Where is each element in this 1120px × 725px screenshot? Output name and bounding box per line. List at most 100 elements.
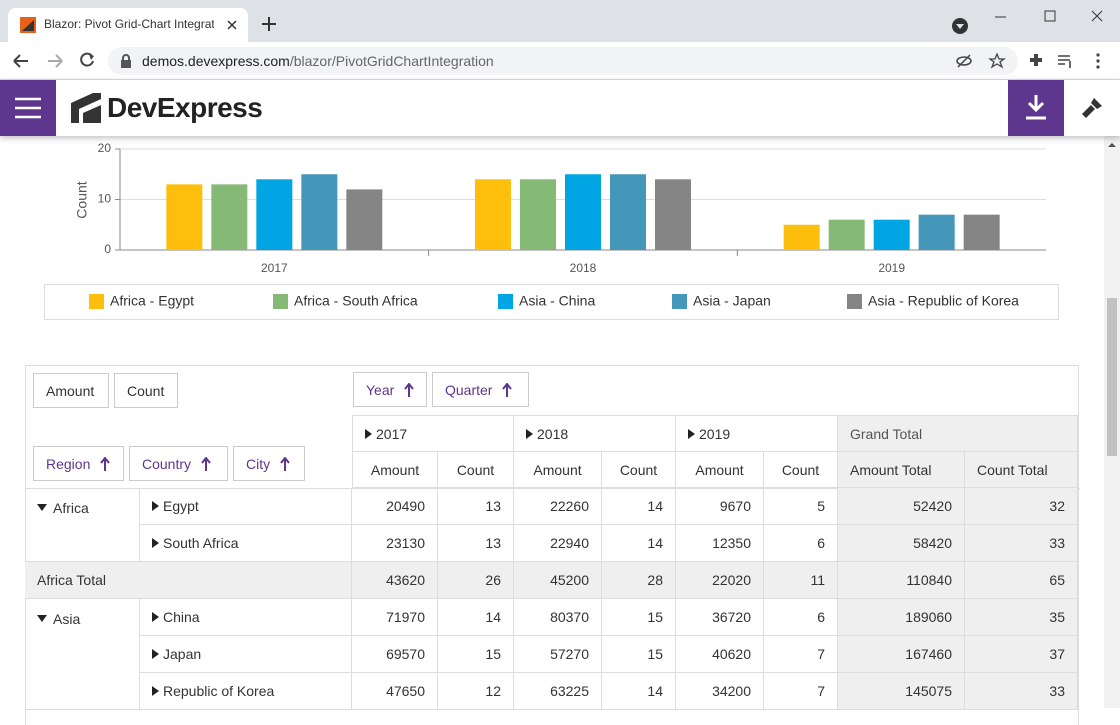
legend-swatch: [89, 294, 104, 309]
scroll-up[interactable]: [1108, 142, 1116, 148]
logo-mark: [71, 93, 101, 123]
measure-header-text: Amount Total: [850, 461, 932, 478]
y-axis-label: Count: [74, 181, 90, 218]
value-cell: 35: [965, 599, 1078, 636]
nav-buttons[interactable]: [12, 52, 102, 70]
value-cell-text: 5: [817, 498, 825, 514]
value-cell-text: 7: [817, 683, 825, 699]
value-cell: 45200: [514, 562, 602, 599]
field-button[interactable]: Amount: [33, 373, 109, 408]
legend-label: Africa - Egypt: [110, 293, 194, 309]
region-cell-text: Asia: [53, 611, 81, 627]
x-tick-label: 2018: [570, 261, 597, 275]
profile-menu[interactable]: [952, 18, 968, 34]
value-cell-text: 71970: [386, 609, 425, 625]
value-cell: 37: [965, 636, 1078, 673]
value-cell-text: 58420: [913, 535, 952, 551]
region-total-cell: Africa Total: [25, 562, 352, 599]
value-cell: 14: [602, 525, 676, 562]
expand-icon: [365, 428, 372, 439]
field-button-text: Amount: [46, 382, 95, 399]
field-button[interactable]: Count: [114, 373, 178, 408]
value-cell-text: 14: [485, 609, 501, 625]
bar: [828, 219, 865, 250]
download-icon: [1026, 95, 1046, 120]
expand-icon[interactable]: [152, 538, 159, 548]
new-tab[interactable]: [262, 17, 276, 31]
toolbar-icons[interactable]: [1028, 52, 1110, 70]
column-header-text: 2018: [537, 425, 569, 442]
expand-icon[interactable]: [152, 649, 159, 659]
bar: [211, 184, 248, 250]
value-cell-text: 43620: [386, 572, 425, 588]
bar: [918, 214, 955, 250]
x-tick-label: 2017: [261, 261, 288, 275]
expand-icon[interactable]: [152, 612, 159, 622]
window-controls[interactable]: [995, 10, 1115, 24]
address-bar: demos.devexpress.com/blazor/PivotGridCha…: [0, 42, 1120, 80]
value-cell: 13: [438, 488, 514, 525]
field-button[interactable]: Year: [353, 372, 427, 407]
measure-header-text: Amount: [533, 461, 582, 478]
collapse-icon[interactable]: [37, 504, 47, 511]
field-button-text: Count: [127, 382, 165, 399]
value-cell: 71970: [352, 599, 438, 636]
scrollbar-thumb[interactable]: [1107, 298, 1117, 456]
value-cell-text: 36720: [712, 609, 751, 625]
value-cell-text: 34200: [712, 683, 751, 699]
omnibox-icons[interactable]: [956, 53, 1012, 69]
collapse-icon[interactable]: [37, 615, 47, 622]
value-cell-text: 47650: [386, 683, 425, 699]
theme-button[interactable]: [1080, 96, 1104, 120]
pivot-grid: Amount Count Year Quarter Region Country City 2…: [25, 365, 1080, 725]
value-cell: 69570: [352, 636, 438, 673]
expand-icon[interactable]: [152, 501, 159, 511]
value-cell-text: 14: [647, 683, 663, 699]
field-button[interactable]: City: [233, 446, 305, 481]
value-cell: 145075: [838, 673, 965, 710]
measure-header-text: Count: [619, 461, 658, 478]
value-cell-text: 23130: [386, 535, 425, 551]
expand-icon[interactable]: [152, 686, 159, 696]
scrollbar[interactable]: [1104, 136, 1120, 708]
value-cell: 13: [438, 525, 514, 562]
value-cell-text: 6: [817, 609, 825, 625]
field-button[interactable]: Quarter: [432, 372, 529, 407]
download-button[interactable]: [1008, 80, 1064, 136]
value-cell: 33: [965, 525, 1078, 562]
measure-header: Count: [764, 452, 838, 488]
value-cell-text: 33: [1049, 683, 1065, 699]
measure-header-text: Count: [781, 461, 820, 478]
value-cell: 5: [764, 488, 838, 525]
column-header: 2019: [676, 415, 838, 452]
field-button-text: Region: [46, 455, 91, 472]
field-button[interactable]: Country: [129, 446, 228, 481]
value-cell-text: 80370: [550, 609, 589, 625]
value-cell-text: 65: [1049, 572, 1065, 588]
menu-button[interactable]: [0, 80, 56, 136]
tab[interactable]: Blazor: Pivot Grid-Chart Integration: [8, 8, 248, 42]
value-cell: 65: [965, 562, 1078, 599]
value-cell-text: 28: [647, 572, 663, 588]
value-cell-text: 45200: [550, 572, 589, 588]
country-cell-text: Republic of Korea: [163, 683, 275, 699]
measure-header: Amount: [676, 452, 764, 488]
app-header: DevExpress: [0, 80, 1120, 136]
field-button[interactable]: Region: [33, 446, 124, 481]
tab-close[interactable]: [226, 19, 238, 31]
measure-header-text: Amount: [695, 461, 744, 478]
value-cell-text: 189060: [905, 609, 952, 625]
omnibox[interactable]: demos.devexpress.com/blazor/PivotGridCha…: [108, 47, 1018, 75]
value-cell-text: 63225: [550, 683, 589, 699]
grand-total-header: Grand Total: [838, 415, 1078, 452]
bar: [783, 224, 820, 250]
value-cell: 189060: [838, 599, 965, 636]
value-cell: 22940: [514, 525, 602, 562]
row-area-divider: [26, 488, 1080, 489]
expand-icon: [526, 428, 533, 439]
value-cell: 43620: [352, 562, 438, 599]
value-cell-text: 69570: [386, 646, 425, 662]
value-cell-text: 167460: [905, 646, 952, 662]
x-tick-label: 2019: [878, 261, 905, 275]
value-cell-text: 33: [1049, 535, 1065, 551]
